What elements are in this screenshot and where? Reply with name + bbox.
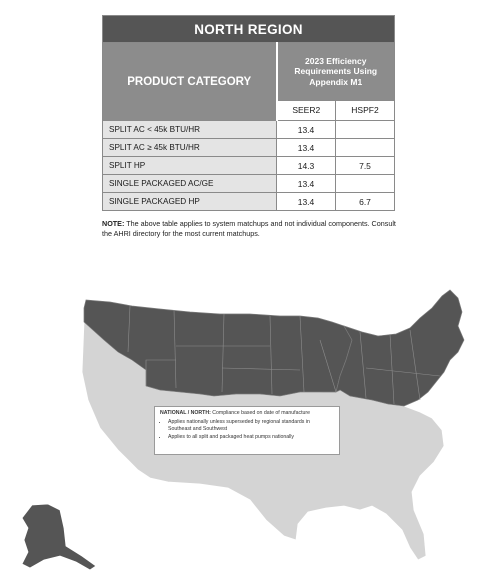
row-category: SPLIT AC ≥ 45k BTU/HR xyxy=(102,138,277,157)
callout-title-rest: Compliance based on date of manufacture xyxy=(210,410,311,416)
table-row: SINGLE PACKAGED HP 13.4 6.7 xyxy=(102,192,396,211)
row-seer2: 13.4 xyxy=(276,120,336,139)
hspf2-header: HSPF2 xyxy=(334,99,396,122)
row-hspf2: 6.7 xyxy=(334,192,396,211)
row-seer2: 13.4 xyxy=(276,174,336,193)
efficiency-header-line-1: 2023 Efficiency xyxy=(305,55,367,66)
row-hspf2 xyxy=(334,138,396,157)
efficiency-table: NORTH REGION PRODUCT CATEGORY 2023 Effic… xyxy=(101,15,396,211)
table-note: NOTE: The above table applies to system … xyxy=(102,219,402,238)
row-category: SPLIT HP xyxy=(102,156,277,175)
callout-title-bold: NATIONAL / NORTH: xyxy=(160,410,211,416)
row-seer2: 13.4 xyxy=(276,138,336,157)
row-category: SPLIT AC < 45k BTU/HR xyxy=(102,120,277,139)
north-region-shape xyxy=(83,289,465,407)
note-text: The above table applies to system matchu… xyxy=(102,219,396,238)
row-category: SINGLE PACKAGED AC/GE xyxy=(102,174,277,193)
row-hspf2 xyxy=(334,174,396,193)
state-borders xyxy=(127,305,441,405)
efficiency-header: 2023 Efficiency Requirements Using Appen… xyxy=(275,42,396,101)
map-callout: NATIONAL / NORTH: Compliance based on da… xyxy=(154,406,340,455)
table-row: SPLIT AC ≥ 45k BTU/HR 13.4 xyxy=(102,138,396,157)
row-hspf2 xyxy=(334,120,396,139)
table-row: SPLIT HP 14.3 7.5 xyxy=(102,156,396,175)
callout-bullet: Applies to all split and packaged heat p… xyxy=(168,434,334,440)
callout-list: Applies nationally unless superseded by … xyxy=(160,419,334,440)
product-category-header: PRODUCT CATEGORY xyxy=(102,42,278,121)
row-hspf2: 7.5 xyxy=(334,156,396,175)
row-category: SINGLE PACKAGED HP xyxy=(102,192,277,211)
efficiency-header-line-2: Requirements Using xyxy=(294,66,378,77)
efficiency-header-line-3: Appendix M1 xyxy=(309,76,363,87)
region-title: NORTH REGION xyxy=(101,15,396,43)
callout-title: NATIONAL / NORTH: Compliance based on da… xyxy=(160,410,334,416)
table-row: SINGLE PACKAGED AC/GE 13.4 xyxy=(102,174,396,193)
seer2-header: SEER2 xyxy=(276,99,336,122)
row-seer2: 14.3 xyxy=(276,156,336,175)
callout-bullet: Applies nationally unless superseded by … xyxy=(168,419,334,432)
note-label: NOTE: xyxy=(102,219,125,228)
row-seer2: 13.4 xyxy=(276,192,336,211)
table-row: SPLIT AC < 45k BTU/HR 13.4 xyxy=(102,120,396,139)
